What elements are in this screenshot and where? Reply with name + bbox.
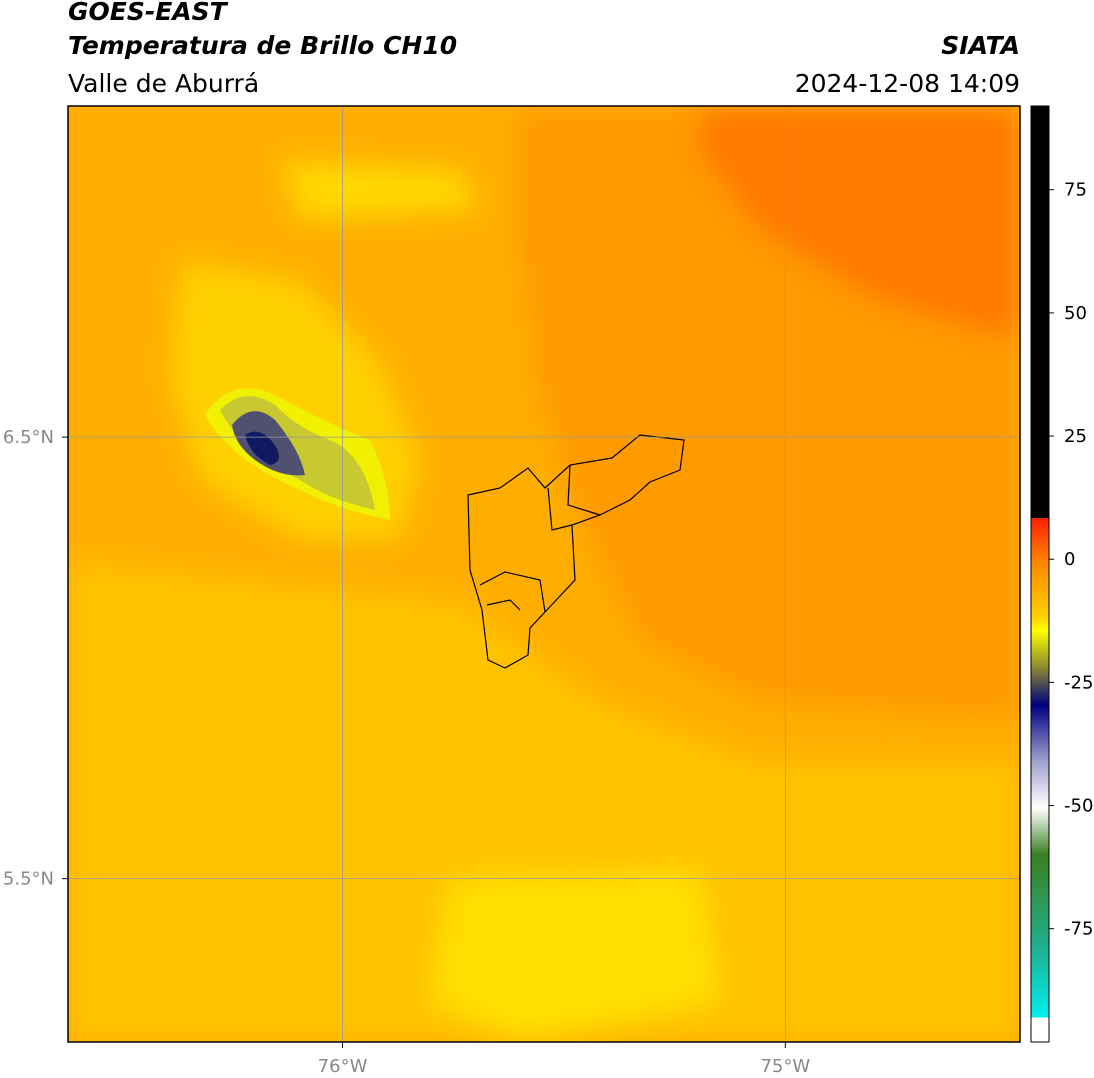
source: SIATA [941, 31, 1020, 60]
title: GOES-EAST [68, 0, 229, 26]
x-tick-label: 75°W [760, 1056, 810, 1077]
colorbar-tick-label: 0 [1064, 549, 1075, 570]
graticule [62, 106, 1020, 1048]
map-field [68, 106, 1020, 1042]
colorbar-tick-label: -25 [1064, 672, 1093, 693]
y-tick-label: 5.5°N [3, 869, 54, 890]
colorbar-tick-label: -75 [1064, 919, 1093, 940]
datetime: 2024-12-08 14:09 [795, 69, 1020, 98]
map-frame [67, 105, 1021, 1043]
y-tick-label: 6.5°N [3, 427, 54, 448]
subtitle: Temperatura de Brillo CH10 [68, 31, 457, 60]
region: Valle de Aburrá [68, 69, 259, 98]
colorbar [1030, 105, 1050, 1043]
colorbar-tick-label: 25 [1064, 426, 1087, 447]
x-tick-label: 76°W [318, 1056, 368, 1077]
colorbar-tick-label: -50 [1064, 796, 1093, 817]
colorbar-tick-label: 75 [1064, 180, 1087, 201]
colorbar-tick-label: 50 [1064, 303, 1087, 324]
